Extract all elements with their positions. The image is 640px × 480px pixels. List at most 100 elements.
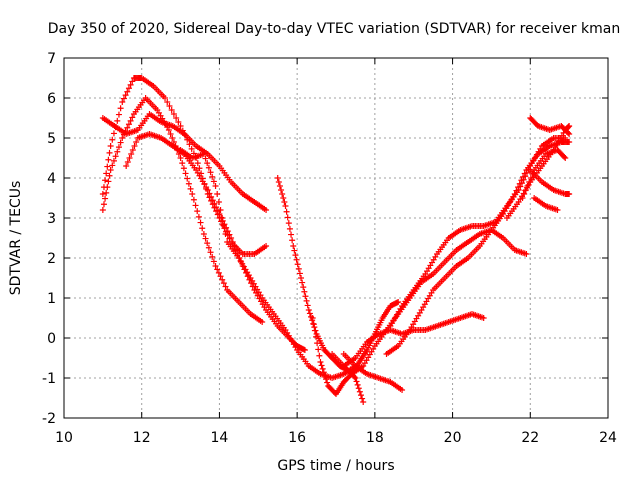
data-point bbox=[280, 195, 287, 201]
data-point bbox=[162, 95, 169, 101]
data-point bbox=[298, 275, 305, 281]
x-tick-label: 12 bbox=[133, 430, 151, 446]
data-point bbox=[360, 399, 367, 405]
series-track-16 bbox=[527, 167, 573, 197]
x-tick-label: 24 bbox=[599, 430, 617, 446]
data-point bbox=[356, 388, 363, 395]
series-track-3 bbox=[99, 111, 270, 213]
data-point bbox=[295, 265, 302, 272]
data-point bbox=[222, 231, 229, 237]
data-point bbox=[309, 315, 316, 321]
data-point bbox=[206, 190, 213, 197]
data-point bbox=[289, 237, 296, 244]
y-tick-label: 1 bbox=[47, 291, 56, 307]
data-point bbox=[194, 160, 201, 167]
data-point bbox=[106, 149, 113, 156]
data-point bbox=[208, 193, 215, 200]
data-point bbox=[220, 280, 227, 287]
data-point bbox=[357, 392, 364, 399]
data-point bbox=[180, 165, 187, 172]
data-point bbox=[288, 231, 295, 238]
data-point bbox=[282, 203, 289, 209]
data-point bbox=[566, 123, 573, 129]
data-point bbox=[323, 376, 330, 383]
data-point bbox=[566, 191, 573, 197]
data-point bbox=[228, 235, 235, 241]
series-track-17 bbox=[531, 195, 561, 213]
data-point bbox=[301, 288, 308, 295]
chart-title: Day 350 of 2020, Sidereal Day-to-day VTE… bbox=[48, 21, 620, 37]
data-point bbox=[102, 177, 109, 184]
data-point bbox=[106, 172, 113, 179]
data-points bbox=[99, 75, 573, 405]
data-point bbox=[124, 88, 131, 95]
data-point bbox=[125, 121, 132, 128]
data-point bbox=[199, 225, 206, 232]
x-tick-label: 16 bbox=[288, 430, 306, 446]
data-point bbox=[306, 310, 313, 317]
data-point bbox=[311, 327, 318, 334]
y-tick-label: 3 bbox=[47, 211, 56, 227]
data-point bbox=[480, 315, 487, 321]
data-point bbox=[122, 92, 129, 99]
data-point bbox=[112, 153, 119, 160]
data-point bbox=[119, 99, 126, 105]
data-point bbox=[169, 135, 176, 141]
data-point bbox=[175, 119, 182, 125]
data-point bbox=[296, 270, 303, 277]
data-point bbox=[302, 293, 309, 300]
data-point bbox=[303, 297, 310, 304]
data-point bbox=[194, 208, 201, 215]
data-point bbox=[305, 307, 312, 313]
series-track-9 bbox=[340, 351, 406, 393]
data-point bbox=[527, 175, 534, 181]
data-point bbox=[209, 253, 216, 260]
data-point bbox=[212, 263, 219, 269]
data-point bbox=[352, 375, 359, 381]
data-point bbox=[104, 163, 111, 170]
data-point bbox=[290, 243, 297, 249]
y-tick-label: 7 bbox=[47, 51, 56, 67]
data-point bbox=[216, 211, 223, 217]
data-point bbox=[293, 256, 300, 263]
data-point bbox=[195, 213, 202, 220]
data-point bbox=[554, 207, 561, 213]
data-point bbox=[105, 178, 112, 185]
data-point bbox=[105, 156, 112, 163]
data-point bbox=[204, 160, 211, 167]
data-point bbox=[355, 385, 362, 392]
data-point bbox=[215, 199, 222, 205]
data-point bbox=[291, 247, 298, 254]
data-point bbox=[210, 178, 217, 185]
data-point bbox=[129, 78, 136, 85]
data-point bbox=[217, 207, 224, 213]
data-point bbox=[128, 151, 135, 157]
data-point bbox=[212, 183, 219, 189]
data-point bbox=[279, 191, 286, 197]
data-point bbox=[561, 153, 568, 160]
data-point bbox=[170, 111, 177, 117]
data-point bbox=[117, 139, 124, 146]
data-point bbox=[120, 95, 127, 102]
y-tick-label: 2 bbox=[47, 251, 56, 267]
data-point bbox=[182, 170, 189, 177]
data-point bbox=[263, 207, 270, 213]
data-point bbox=[204, 240, 211, 247]
data-point bbox=[115, 144, 122, 151]
series-track-6 bbox=[274, 175, 367, 405]
y-tick-label: 0 bbox=[47, 331, 56, 347]
data-point bbox=[562, 155, 569, 161]
y-tick-label: -2 bbox=[42, 411, 56, 427]
data-point bbox=[220, 223, 227, 229]
data-point bbox=[259, 319, 266, 325]
series-track-1 bbox=[99, 95, 266, 325]
data-point bbox=[300, 284, 307, 291]
data-point bbox=[207, 169, 214, 176]
data-point bbox=[217, 273, 224, 280]
data-point bbox=[123, 163, 130, 169]
data-point bbox=[110, 130, 117, 137]
data-point bbox=[320, 369, 327, 376]
data-point bbox=[103, 170, 110, 177]
data-point bbox=[313, 333, 320, 340]
data-point bbox=[324, 379, 331, 386]
